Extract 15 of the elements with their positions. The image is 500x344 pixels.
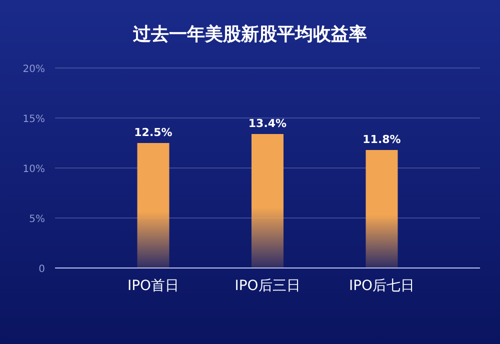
y-tick-label: 20% <box>22 64 45 75</box>
y-tick-label: 5% <box>29 214 45 225</box>
bar <box>137 143 170 268</box>
chart-title: 过去一年美股新股平均收益率 <box>132 24 367 45</box>
bar <box>252 134 284 268</box>
y-tick-label: 0 <box>38 264 45 275</box>
x-tick-label: IPO后七日 <box>348 278 415 294</box>
x-tick-label: IPO首日 <box>127 278 180 294</box>
x-tick-label: IPO后三日 <box>234 278 300 294</box>
data-label: 13.4% <box>248 117 287 130</box>
data-label: 11.8% <box>362 133 401 146</box>
y-tick-label: 15% <box>22 114 45 125</box>
bar <box>366 150 398 268</box>
y-tick-label: 10% <box>22 164 45 175</box>
data-label: 12.5% <box>134 126 172 139</box>
